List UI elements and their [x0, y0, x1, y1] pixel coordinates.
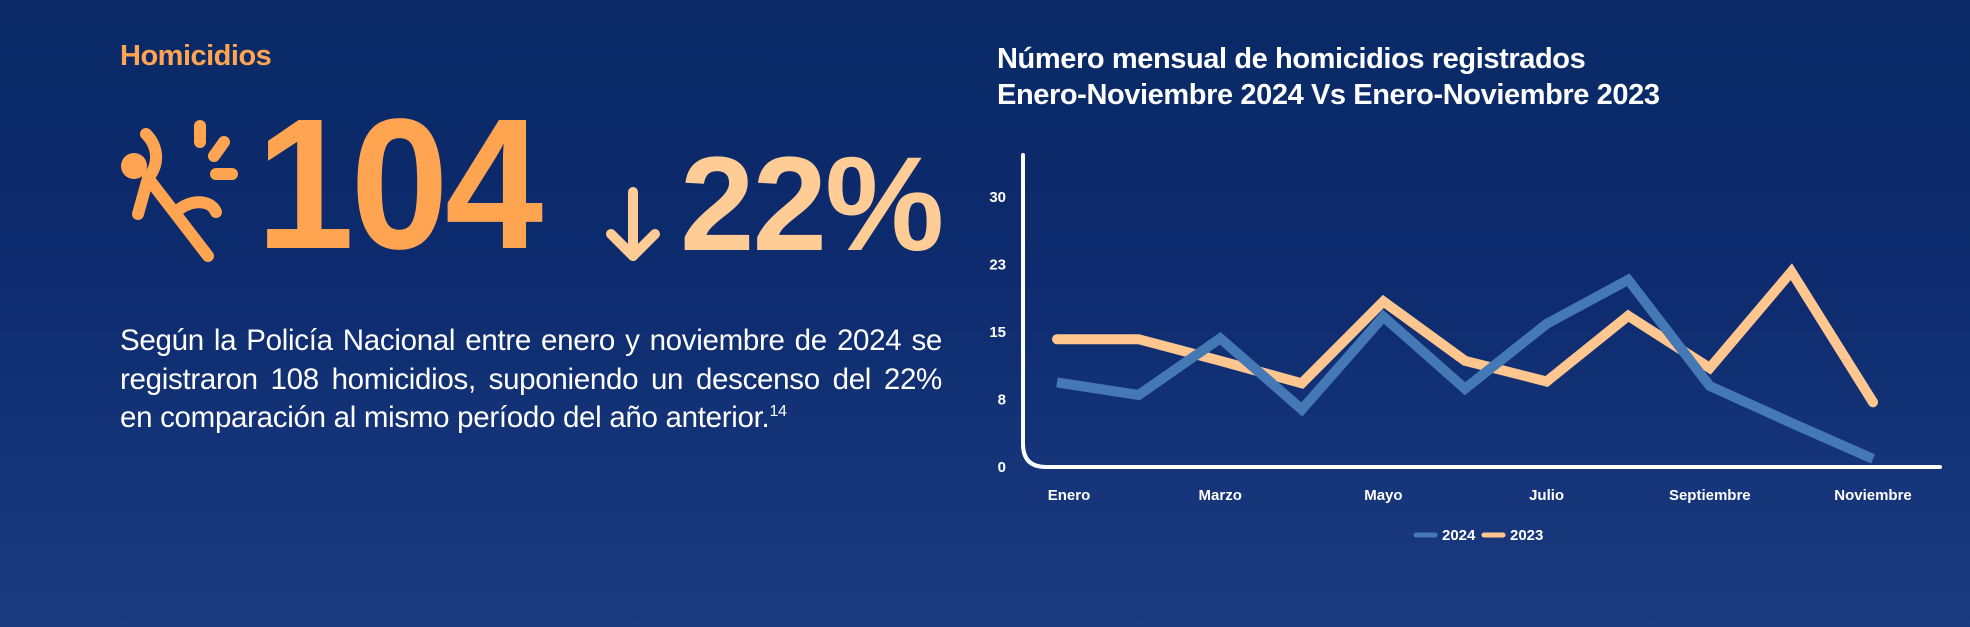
series-lines	[1052, 263, 1878, 464]
chart-title-line1: Número mensual de homicidios registrados	[997, 43, 1586, 75]
chart-legend: 2024 2023	[1413, 527, 1543, 544]
section-title: Homicidios	[120, 40, 272, 72]
x-tick-label: Noviembre	[1834, 487, 1912, 504]
arrow-down-icon	[606, 187, 660, 261]
homicide-count: 104	[256, 81, 543, 288]
falling-person-icon	[121, 120, 238, 262]
legend-label-2023: 2023	[1510, 527, 1543, 544]
x-axis-ticks: Enero Marzo Mayo Julio Septiembre Noviembre	[1048, 487, 1912, 504]
series-line-2024	[1056, 273, 1876, 464]
y-tick-label: 15	[989, 324, 1006, 341]
y-tick-label: 23	[989, 257, 1006, 274]
chart-title-line2: Enero-Noviembre 2024 Vs Enero-Noviembre …	[997, 79, 1660, 111]
chart-axes	[1021, 153, 1942, 469]
y-tick-label: 0	[998, 459, 1006, 476]
y-tick-label: 8	[998, 392, 1006, 409]
y-axis-ticks: 0 8 15 23 30	[989, 189, 1006, 476]
legend-label-2024: 2024	[1442, 527, 1476, 544]
y-tick-label: 30	[989, 189, 1006, 206]
percent-change: 22%	[680, 130, 944, 279]
x-tick-label: Septiembre	[1669, 487, 1751, 504]
description-text: Según la Policía Nacional entre enero y …	[120, 324, 942, 434]
x-tick-label: Julio	[1529, 487, 1564, 504]
x-tick-label: Enero	[1048, 487, 1091, 504]
x-tick-label: Mayo	[1364, 487, 1402, 504]
footnote-ref[interactable]: 14	[769, 403, 787, 421]
description-paragraph: Según la Policía Nacional entre enero y …	[120, 322, 942, 438]
x-tick-label: Marzo	[1199, 487, 1242, 504]
chart-title: Número mensual de homicidios registrados…	[997, 41, 1660, 113]
